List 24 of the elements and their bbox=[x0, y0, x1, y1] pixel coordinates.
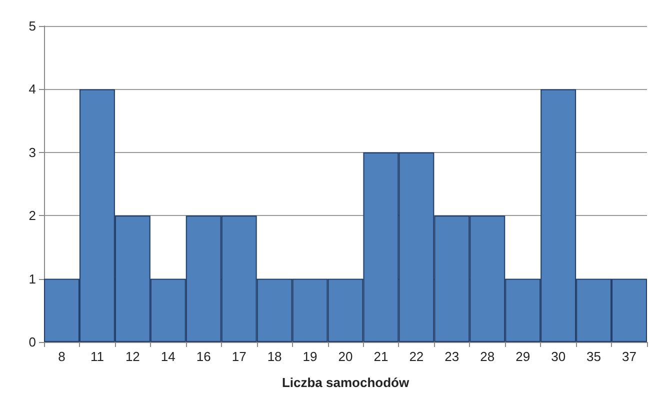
y-tick-label: 0 bbox=[28, 334, 36, 350]
x-tick-label: 23 bbox=[444, 349, 460, 364]
y-tick-label: 1 bbox=[28, 271, 36, 286]
x-tick-label: 30 bbox=[551, 349, 566, 364]
x-tick-label: 8 bbox=[58, 349, 66, 364]
x-tick-label: 28 bbox=[480, 349, 495, 364]
x-tick-label: 37 bbox=[622, 349, 636, 364]
x-tick-label: 35 bbox=[586, 349, 602, 364]
x-tick-label: 20 bbox=[338, 349, 353, 364]
y-tick-label: 5 bbox=[28, 18, 36, 34]
x-axis-title: Liczba samochodów bbox=[282, 375, 410, 390]
x-tick-label: 11 bbox=[90, 349, 104, 364]
x-tick-label: 19 bbox=[302, 349, 318, 364]
x-tick-label: 29 bbox=[516, 349, 530, 364]
x-tick-label: 12 bbox=[125, 349, 140, 364]
y-tick-label: 4 bbox=[28, 82, 36, 97]
x-tick-label: 16 bbox=[196, 349, 211, 364]
x-tick-label: 21 bbox=[374, 349, 388, 364]
y-tick-label: 2 bbox=[28, 208, 36, 224]
x-tick-label: 14 bbox=[160, 349, 176, 364]
x-tick-label: 18 bbox=[267, 349, 282, 364]
y-tick-label: 3 bbox=[28, 144, 36, 160]
x-tick-label: 22 bbox=[409, 349, 424, 364]
x-tick-label: 17 bbox=[232, 349, 246, 364]
